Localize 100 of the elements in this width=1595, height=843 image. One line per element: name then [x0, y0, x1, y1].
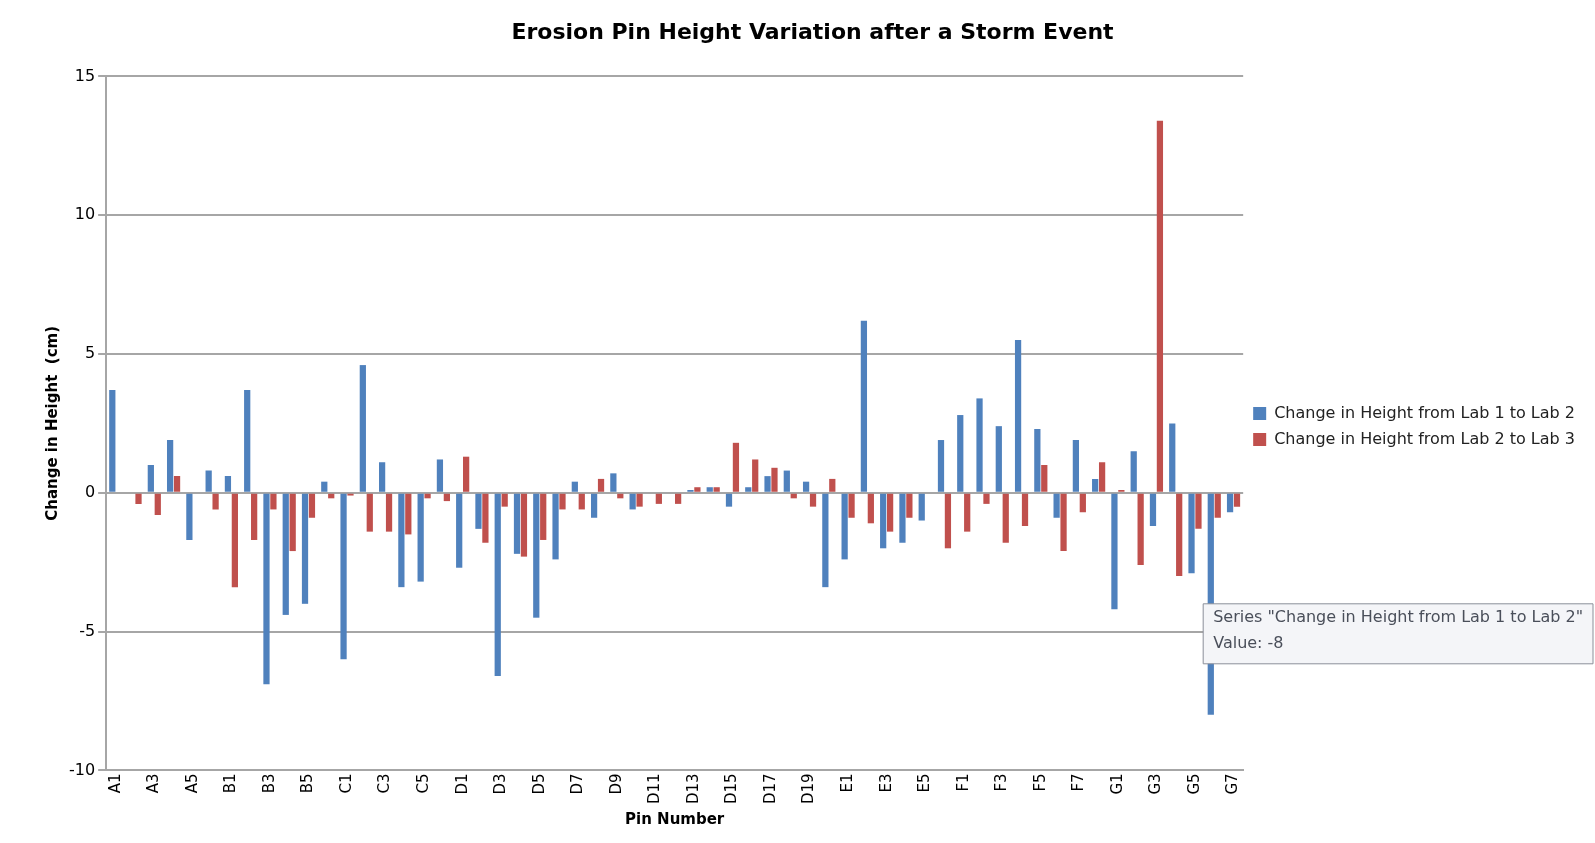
bar [1188, 493, 1195, 574]
bar [918, 493, 925, 521]
bar [1053, 493, 1060, 518]
x-tick-label: D19 [799, 773, 818, 804]
bar [610, 473, 617, 492]
bar [533, 493, 540, 618]
bar [732, 442, 740, 492]
bar [366, 493, 373, 532]
x-tick-label: F5 [1030, 773, 1049, 792]
y-tick-label: 15 [74, 65, 96, 85]
bar [385, 493, 393, 532]
chart-title: Erosion Pin Height Variation after a Storm Event [511, 18, 1115, 44]
bar [559, 493, 566, 510]
bar [886, 493, 894, 532]
bar [937, 440, 945, 492]
bar [1034, 428, 1041, 492]
bar [224, 476, 232, 492]
y-tick-label: 5 [84, 343, 96, 363]
bar [494, 493, 501, 676]
bar [829, 478, 836, 492]
bar [520, 493, 528, 557]
bar [675, 493, 682, 504]
bar [1002, 493, 1009, 543]
y-tick-label: -5 [79, 620, 96, 640]
bar [771, 467, 778, 492]
bar [321, 481, 328, 492]
x-tick-label: G3 [1146, 773, 1165, 795]
x-tick-label: C1 [336, 773, 355, 794]
x-tick-label: A1 [105, 773, 124, 794]
bar [289, 493, 296, 552]
x-axis-title: Pin Number [625, 809, 725, 828]
bar [957, 415, 964, 492]
bar [205, 470, 212, 492]
bar [752, 459, 759, 492]
bar [1072, 440, 1080, 492]
x-tick-label: D5 [529, 773, 548, 795]
bar [482, 493, 489, 543]
bar [135, 493, 142, 504]
bar [880, 493, 887, 549]
y-tick-label: -10 [68, 759, 96, 779]
bar [713, 487, 720, 492]
x-tick-label: D3 [491, 773, 510, 795]
y-axis-title: Change in Height (cm) [42, 325, 61, 521]
bar [1137, 493, 1144, 565]
bar [424, 493, 431, 499]
x-tick-label: D13 [683, 773, 702, 804]
x-tick-label: B3 [259, 773, 278, 794]
bar [1021, 493, 1029, 527]
bar [809, 493, 817, 507]
bar [513, 493, 521, 554]
bar [1233, 493, 1241, 507]
bar [745, 487, 752, 492]
y-tick-label: 0 [84, 481, 96, 501]
bar [1041, 465, 1048, 492]
bar [976, 398, 983, 492]
bar [109, 390, 116, 492]
bar [590, 493, 598, 518]
x-tick-label: C5 [414, 773, 433, 794]
bar [1092, 478, 1099, 492]
bar [597, 478, 605, 492]
x-tick-label: E3 [876, 773, 895, 793]
x-tick-label: D15 [722, 773, 741, 804]
bar [359, 365, 366, 492]
bar [456, 493, 463, 568]
bar [899, 493, 906, 543]
bar [1169, 423, 1176, 492]
bar [706, 487, 713, 492]
x-tick-label: F7 [1069, 773, 1088, 792]
bar [244, 390, 251, 492]
bar [1014, 340, 1022, 492]
bar [282, 493, 289, 615]
bar [436, 459, 444, 492]
bar [1176, 493, 1183, 577]
x-tick-label: G1 [1107, 773, 1126, 795]
x-tick-label: F3 [992, 773, 1011, 792]
bar [1156, 120, 1164, 492]
bar [212, 493, 219, 510]
x-tick-label: A5 [182, 773, 201, 794]
bar [1226, 493, 1234, 513]
bar [263, 493, 270, 685]
bar [578, 493, 585, 510]
bar [308, 493, 316, 518]
bar [764, 476, 771, 492]
bar [1195, 493, 1202, 529]
x-tick-label: E1 [837, 773, 856, 793]
bar [231, 493, 238, 588]
x-tick-label: C3 [375, 773, 394, 794]
x-tick-label: A3 [144, 773, 163, 794]
bar [995, 426, 1002, 492]
bar [398, 493, 405, 588]
bar [463, 456, 470, 492]
legend-label: Change in Height from Lab 2 to Lab 3 [1274, 428, 1575, 448]
bar [636, 493, 643, 507]
bar [552, 493, 559, 560]
bar [906, 493, 913, 518]
bar [1214, 493, 1221, 518]
bar [964, 493, 971, 532]
x-tick-label: D11 [645, 773, 664, 804]
x-tick-label: E5 [915, 773, 934, 793]
bar [1130, 451, 1137, 492]
